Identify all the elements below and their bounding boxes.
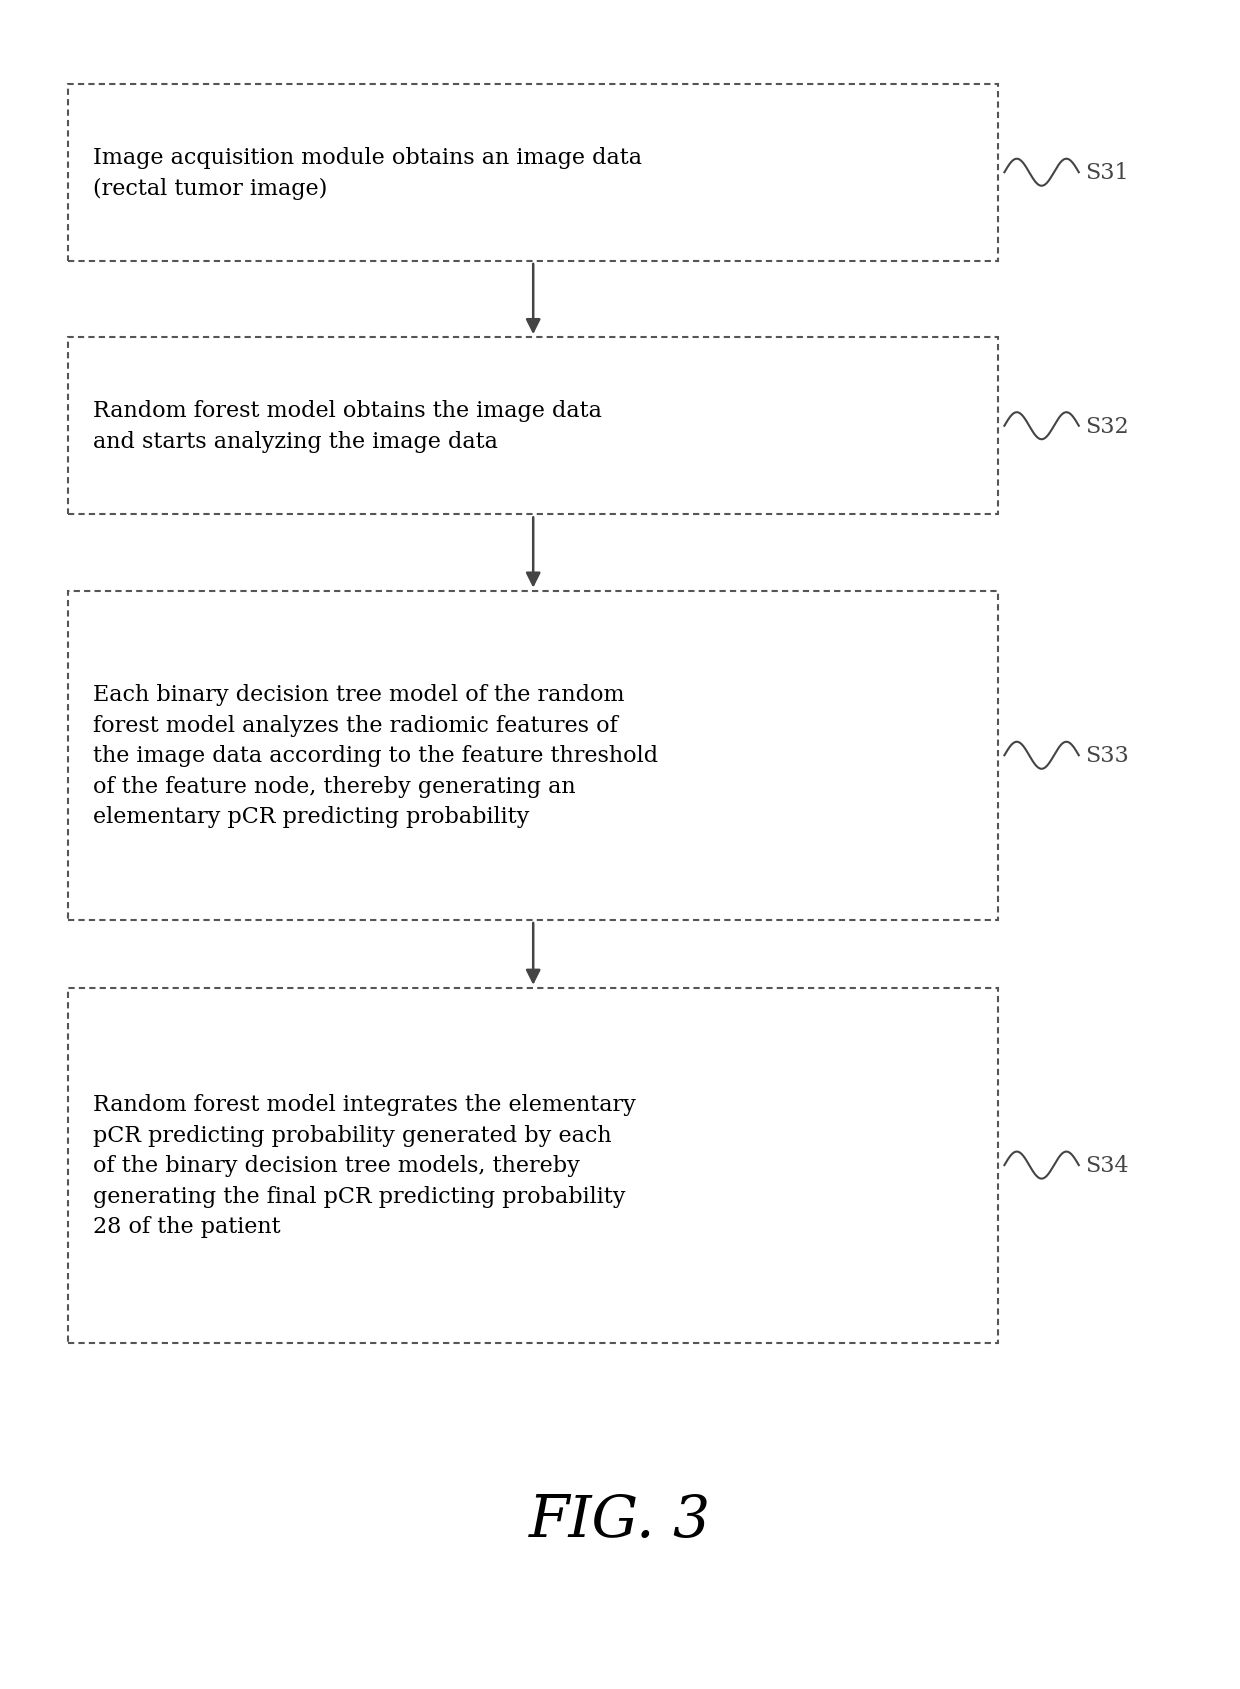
Text: Random forest model obtains the image data
and starts analyzing the image data: Random forest model obtains the image da… — [93, 400, 601, 453]
Text: S32: S32 — [1085, 415, 1128, 437]
Text: FIG. 3: FIG. 3 — [529, 1491, 711, 1549]
Text: S33: S33 — [1085, 745, 1128, 767]
Text: Random forest model integrates the elementary
pCR predicting probability generat: Random forest model integrates the eleme… — [93, 1093, 636, 1238]
Text: Each binary decision tree model of the random
forest model analyzes the radiomic: Each binary decision tree model of the r… — [93, 684, 658, 828]
Text: Image acquisition module obtains an image data
(rectal tumor image): Image acquisition module obtains an imag… — [93, 147, 642, 199]
Text: S34: S34 — [1085, 1154, 1128, 1177]
Bar — [68, 84, 998, 262]
Text: S31: S31 — [1085, 162, 1128, 184]
Bar — [68, 338, 998, 515]
Bar — [68, 988, 998, 1343]
Bar — [68, 591, 998, 921]
